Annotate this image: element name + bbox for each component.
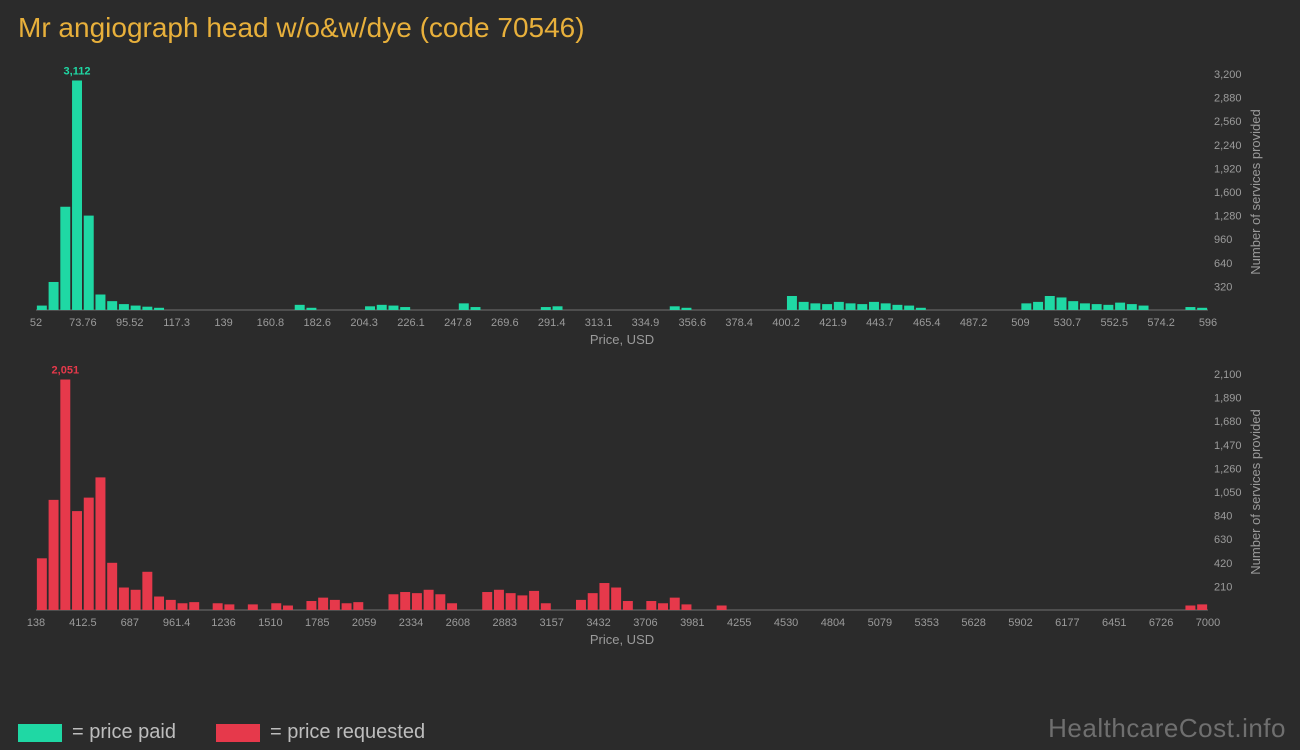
svg-text:334.9: 334.9: [632, 317, 660, 329]
svg-text:Price, USD: Price, USD: [590, 632, 654, 647]
svg-text:509: 509: [1011, 317, 1029, 329]
svg-text:2,880: 2,880: [1214, 93, 1242, 105]
svg-text:117.3: 117.3: [163, 317, 190, 329]
svg-text:204.3: 204.3: [350, 317, 378, 329]
svg-text:1785: 1785: [305, 617, 329, 629]
legend-item-requested: = price requested: [216, 721, 425, 744]
watermark: HealthcareCost.info: [1048, 713, 1286, 744]
svg-text:378.4: 378.4: [725, 317, 753, 329]
svg-text:960: 960: [1214, 234, 1232, 246]
svg-text:840: 840: [1214, 511, 1232, 523]
svg-text:2334: 2334: [399, 617, 423, 629]
svg-text:421.9: 421.9: [819, 317, 847, 329]
svg-text:400.2: 400.2: [772, 317, 800, 329]
svg-text:420: 420: [1214, 558, 1232, 570]
svg-text:640: 640: [1214, 258, 1232, 270]
svg-text:6726: 6726: [1149, 617, 1173, 629]
svg-text:2608: 2608: [446, 617, 470, 629]
svg-text:3,112: 3,112: [64, 65, 91, 77]
svg-text:465.4: 465.4: [913, 317, 941, 329]
svg-text:2,240: 2,240: [1214, 140, 1242, 152]
svg-text:443.7: 443.7: [866, 317, 894, 329]
svg-text:1,260: 1,260: [1214, 463, 1242, 475]
svg-text:7000: 7000: [1196, 617, 1220, 629]
legend-item-paid: = price paid: [18, 721, 176, 744]
svg-text:313.1: 313.1: [585, 317, 613, 329]
svg-text:3706: 3706: [633, 617, 657, 629]
legend: = price paid = price requested: [18, 721, 425, 744]
svg-text:269.6: 269.6: [491, 317, 519, 329]
svg-text:1,920: 1,920: [1214, 163, 1242, 175]
svg-text:320: 320: [1214, 281, 1232, 293]
svg-text:73.76: 73.76: [69, 317, 97, 329]
svg-text:3157: 3157: [539, 617, 563, 629]
svg-text:138: 138: [27, 617, 45, 629]
svg-text:1236: 1236: [211, 617, 235, 629]
svg-text:52: 52: [30, 317, 42, 329]
svg-text:6177: 6177: [1055, 617, 1079, 629]
svg-text:4530: 4530: [774, 617, 798, 629]
svg-text:3,200: 3,200: [1214, 69, 1242, 81]
svg-text:596: 596: [1199, 317, 1217, 329]
svg-text:412.5: 412.5: [69, 617, 97, 629]
svg-text:1,680: 1,680: [1214, 416, 1242, 428]
svg-text:530.7: 530.7: [1054, 317, 1082, 329]
page-title: Mr angiograph head w/o&w/dye (code 70546…: [0, 0, 1300, 50]
svg-text:2883: 2883: [493, 617, 517, 629]
svg-text:2,560: 2,560: [1214, 116, 1242, 128]
svg-text:160.8: 160.8: [257, 317, 285, 329]
svg-text:226.1: 226.1: [397, 317, 425, 329]
svg-text:1,470: 1,470: [1214, 440, 1242, 452]
svg-text:2,051: 2,051: [52, 365, 80, 377]
svg-text:574.2: 574.2: [1147, 317, 1175, 329]
svg-text:Price, USD: Price, USD: [590, 332, 654, 347]
svg-text:687: 687: [121, 617, 139, 629]
svg-text:95.52: 95.52: [116, 317, 144, 329]
svg-text:291.4: 291.4: [538, 317, 566, 329]
svg-text:356.6: 356.6: [679, 317, 707, 329]
legend-requested-label: = price requested: [270, 721, 425, 744]
svg-text:6451: 6451: [1102, 617, 1126, 629]
chart-requested-container: 210 420 630 840 1,050 1,260 1,470 1,680 1,890 2,1…: [18, 350, 1282, 650]
legend-paid-label: = price paid: [72, 721, 176, 744]
svg-text:1,280: 1,280: [1214, 211, 1242, 223]
svg-text:5079: 5079: [868, 617, 892, 629]
svg-text:552.5: 552.5: [1100, 317, 1128, 329]
svg-text:1,600: 1,600: [1214, 187, 1242, 199]
svg-text:1510: 1510: [258, 617, 282, 629]
swatch-requested: [216, 724, 260, 742]
svg-text:5902: 5902: [1008, 617, 1032, 629]
svg-text:Number of services provided: Number of services provided: [1248, 109, 1263, 274]
svg-text:210: 210: [1214, 581, 1232, 593]
svg-text:5628: 5628: [961, 617, 985, 629]
svg-text:2,100: 2,100: [1214, 369, 1242, 381]
svg-text:182.6: 182.6: [304, 317, 332, 329]
chart-paid-container: 320 640 960 1,280 1,600 1,920 2,240 2,560 2,880 3…: [18, 50, 1282, 350]
chart-paid: 320 640 960 1,280 1,600 1,920 2,240 2,560 2,880 3…: [18, 50, 1282, 350]
svg-text:3981: 3981: [680, 617, 704, 629]
svg-text:3432: 3432: [586, 617, 610, 629]
svg-text:1,050: 1,050: [1214, 487, 1242, 499]
svg-text:Number of services provided: Number of services provided: [1248, 409, 1263, 574]
svg-text:630: 630: [1214, 534, 1232, 546]
svg-text:247.8: 247.8: [444, 317, 472, 329]
svg-text:2059: 2059: [352, 617, 376, 629]
svg-text:4255: 4255: [727, 617, 751, 629]
svg-text:961.4: 961.4: [163, 617, 191, 629]
svg-text:139: 139: [214, 317, 232, 329]
svg-text:1,890: 1,890: [1214, 393, 1242, 405]
svg-text:5353: 5353: [914, 617, 938, 629]
svg-text:4804: 4804: [821, 617, 845, 629]
svg-text:487.2: 487.2: [960, 317, 988, 329]
chart-requested: 210 420 630 840 1,050 1,260 1,470 1,680 1,890 2,1…: [18, 350, 1282, 650]
swatch-paid: [18, 724, 62, 742]
